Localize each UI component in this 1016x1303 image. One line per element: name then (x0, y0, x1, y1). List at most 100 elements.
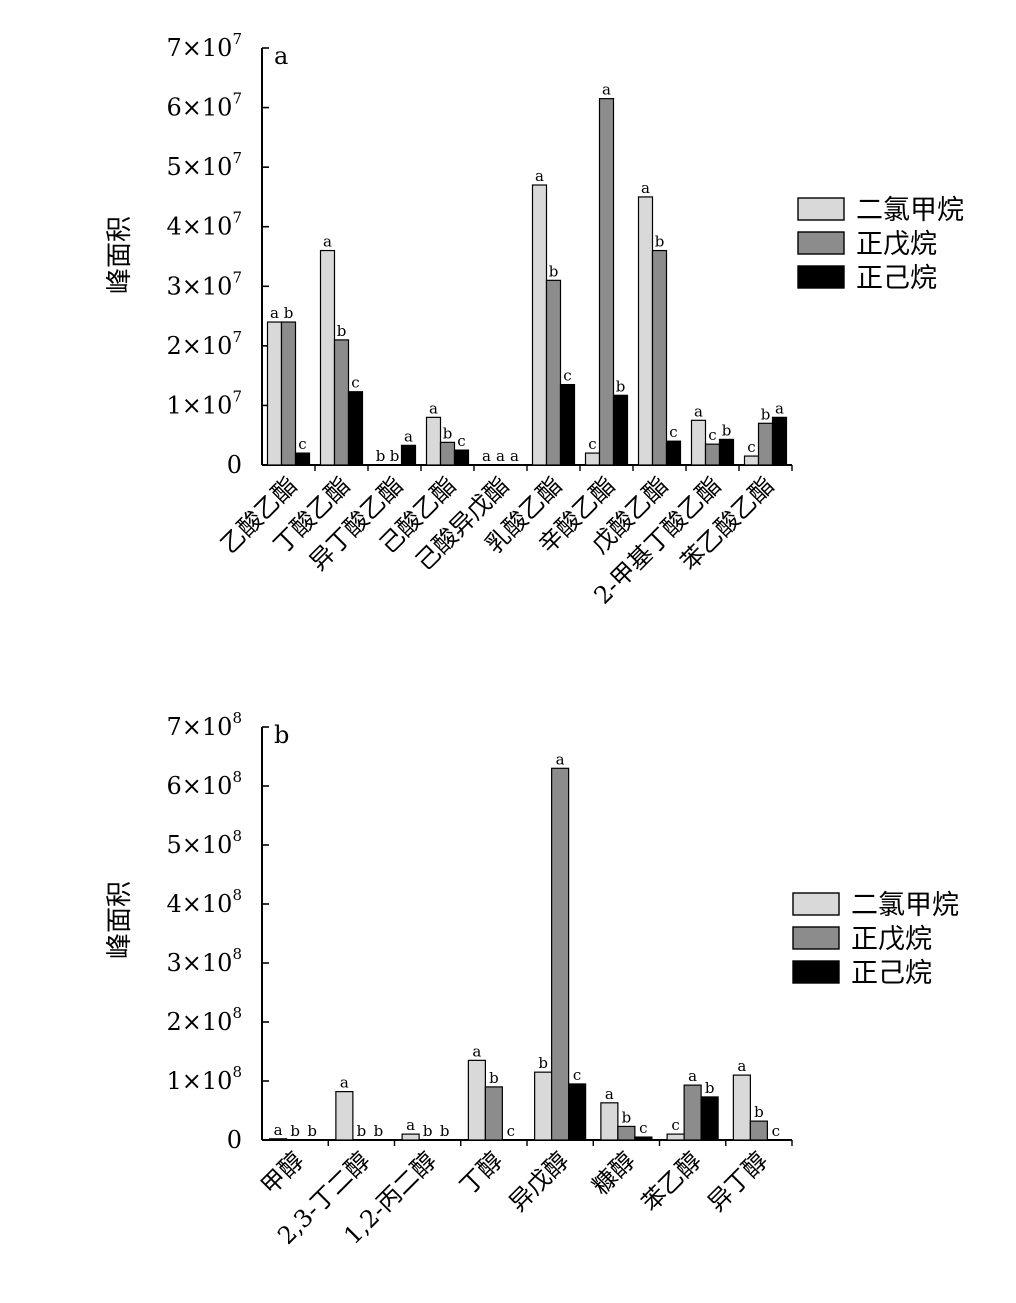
bar-正戊烷 (439, 441, 456, 466)
significance-letter: a (406, 1116, 415, 1134)
y-tick-label: 1×108 (167, 1063, 242, 1095)
bar-二氯甲烷 (584, 452, 601, 466)
significance-letter: a (404, 427, 413, 445)
bar-正己烷 (700, 1096, 719, 1141)
significance-letter: a (274, 1121, 283, 1139)
bar-正己烷 (771, 416, 788, 466)
y-tick-exponent: 8 (232, 886, 242, 904)
significance-letter: b (290, 1122, 300, 1140)
significance-letter: c (351, 374, 359, 392)
significance-letter: a (737, 1057, 746, 1075)
bar-正戊烷 (683, 1084, 702, 1141)
y-tick-exponent: 7 (232, 90, 242, 108)
y-tick-exponent: 8 (232, 1004, 242, 1022)
chart-b-svg: 0 1×108 2×108 3×108 4×108 5×108 6×108 7×108 b 峰面积… (105, 709, 959, 1250)
legend-label: 正己烷 (851, 958, 932, 989)
significance-letter: a (482, 447, 491, 465)
significance-letter: c (639, 1119, 647, 1137)
y-tick-label: 4×107 (167, 209, 242, 241)
bar-二氯甲烷 (266, 321, 283, 466)
significance-letter: b (616, 377, 626, 395)
significance-letter: c (747, 438, 755, 456)
significance-letter: b (705, 1079, 715, 1097)
significance-letter: a (694, 402, 703, 420)
legend-label: 正戊烷 (851, 924, 932, 955)
significance-letter: c (671, 1116, 679, 1134)
category-label: 异戊醇 (504, 1146, 575, 1217)
bar-正己烷 (453, 449, 470, 466)
y-tick-label: 5×108 (167, 827, 242, 859)
significance-letter: c (669, 423, 677, 441)
bar-二氯甲烷 (319, 249, 336, 466)
significance-letter: a (429, 399, 438, 417)
bar-正戊烷 (551, 767, 570, 1141)
panel-label: b (274, 721, 289, 749)
significance-letter: c (507, 1122, 515, 1140)
y-tick-label: 3×107 (167, 268, 242, 300)
legend-swatch (797, 265, 845, 289)
category-label: 糠醇 (587, 1146, 641, 1200)
bar-正戊烷 (651, 249, 668, 466)
category-label: 丁醇 (454, 1146, 508, 1200)
y-tick-exponent: 7 (232, 387, 242, 405)
significance-letter: b (489, 1069, 499, 1087)
significance-letter: c (772, 1122, 780, 1140)
significance-letter: a (602, 81, 611, 99)
significance-letter: b (390, 447, 400, 465)
significance-letter: b (655, 233, 665, 251)
y-tick-exponent: 8 (232, 1063, 242, 1081)
chart-panel-a: 0 1×107 2×107 3×107 4×107 5×107 6×107 7×107 a 峰面积… (105, 30, 964, 610)
significance-letter: b (376, 447, 386, 465)
y-tick-label: 2×107 (167, 328, 242, 360)
bar-正戊烷 (598, 98, 615, 466)
significance-letter: a (775, 399, 784, 417)
y-tick-exponent: 8 (232, 709, 242, 727)
category-label: 异丁醇 (702, 1146, 773, 1217)
significance-letter: b (357, 1122, 367, 1140)
y-tick-label: 5×107 (167, 149, 242, 181)
bar-正己烷 (665, 440, 682, 466)
bar-二氯甲烷 (743, 455, 760, 466)
significance-letter: b (440, 1122, 450, 1140)
category-label: 甲醇 (256, 1146, 310, 1200)
legend-label: 正己烷 (856, 263, 937, 294)
bar-正己烷 (347, 391, 364, 466)
y-tick-exponent: 7 (232, 30, 242, 48)
y-tick-exponent: 8 (232, 945, 242, 963)
bar-正己烷 (612, 394, 629, 466)
bar-正戊烷 (704, 443, 721, 466)
legend-swatch (792, 960, 840, 984)
significance-letter: a (641, 179, 650, 197)
significance-letter: a (688, 1067, 697, 1085)
y-tick-label: 3×108 (167, 945, 242, 977)
significance-letter: c (588, 435, 596, 453)
legend-swatch (792, 926, 840, 950)
significance-letter: b (443, 424, 453, 442)
significance-letter: a (556, 750, 565, 768)
bar-正己烷 (400, 444, 417, 466)
y-tick-label: 6×107 (167, 90, 242, 122)
chart-a-svg: 0 1×107 2×107 3×107 4×107 5×107 6×107 7×107 a 峰面积… (105, 30, 964, 610)
bar-二氯甲烷 (534, 1071, 553, 1141)
significance-letter: b (337, 322, 347, 340)
legend-swatch (792, 892, 840, 916)
bar-二氯甲烷 (531, 184, 548, 466)
bar-正己烷 (718, 438, 735, 466)
significance-letter: b (538, 1054, 548, 1072)
y-tick-label: 0 (227, 451, 242, 479)
category-label: 苯乙醇 (636, 1146, 707, 1217)
y-tick-exponent: 8 (232, 827, 242, 845)
bar-正戊烷 (757, 422, 774, 466)
y-axis-label: 峰面积 (105, 881, 135, 959)
significance-letter: a (605, 1085, 614, 1103)
bar-二氯甲烷 (467, 1059, 486, 1141)
bar-正己烷 (568, 1083, 587, 1141)
bar-正戊烷 (333, 339, 350, 466)
significance-letter: b (284, 304, 294, 322)
significance-letter: b (423, 1122, 433, 1140)
y-tick-label: 6×108 (167, 768, 242, 800)
significance-letter: a (496, 447, 505, 465)
legend-label: 二氯甲烷 (856, 195, 964, 226)
y-tick-label: 1×107 (167, 387, 242, 419)
bar-正戊烷 (749, 1120, 768, 1141)
